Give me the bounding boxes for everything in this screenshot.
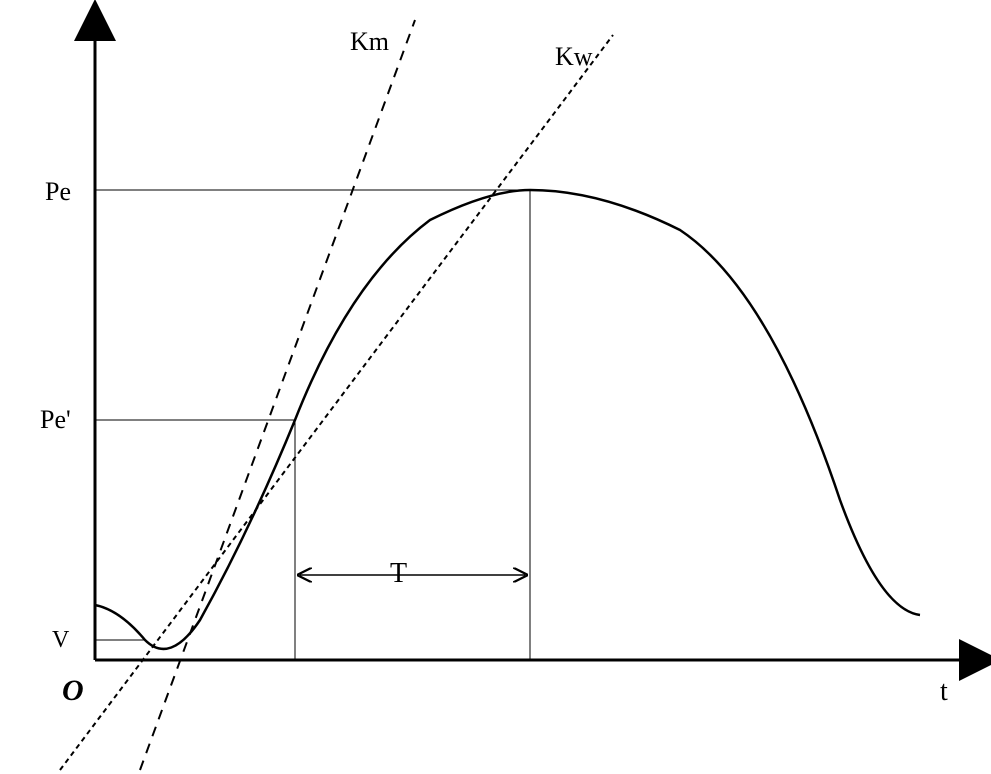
main-curve	[95, 190, 920, 649]
kw-label: Kw	[555, 42, 593, 71]
x-axis-label: t	[940, 676, 948, 707]
t-label: T	[390, 558, 407, 589]
v-label: V	[52, 627, 70, 653]
km-line	[140, 20, 415, 770]
pe-label: Pe	[45, 177, 71, 206]
pe-prime-label: Pe'	[40, 405, 71, 434]
origin-label: O	[62, 674, 84, 707]
pressure-time-diagram: O t Pe Pe' V T Km Kw	[0, 0, 991, 774]
km-label: Km	[350, 27, 389, 56]
